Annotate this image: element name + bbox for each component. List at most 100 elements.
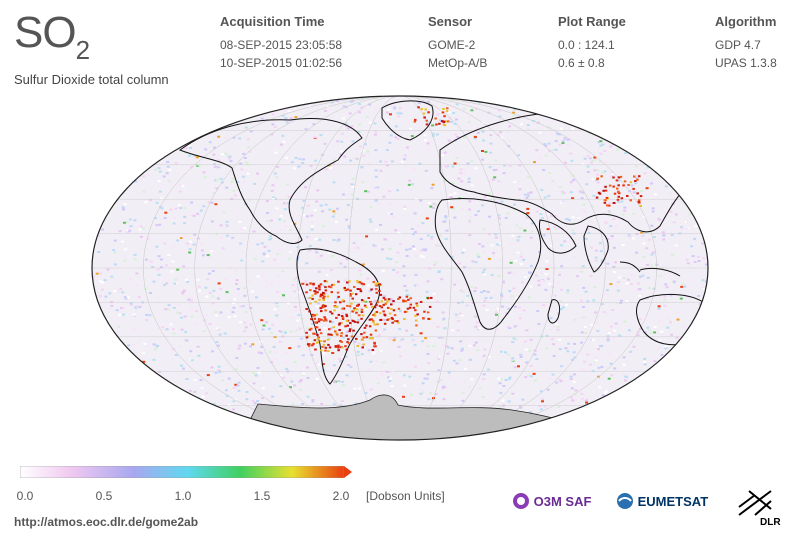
so2-pixel	[121, 422, 125, 425]
so2-hotspot-pixel	[355, 337, 358, 340]
so2-pixel	[408, 179, 412, 182]
so2-pixel	[339, 360, 343, 363]
so2-pixel	[515, 241, 519, 243]
so2-pixel	[140, 129, 144, 132]
so2-pixel	[517, 154, 521, 157]
so2-pixel	[647, 117, 651, 120]
so2-pixel	[110, 275, 114, 278]
so2-pixel	[586, 416, 590, 419]
so2-pixel	[642, 255, 646, 258]
so2-pixel	[130, 119, 134, 122]
so2-pixel	[361, 263, 365, 266]
so2-pixel	[136, 363, 140, 366]
so2-hotspot-pixel	[314, 321, 317, 324]
so2-hotspot-pixel	[358, 281, 362, 284]
so2-pixel	[138, 96, 142, 99]
so2-pixel	[658, 383, 662, 386]
so2-pixel	[241, 106, 244, 109]
colorbar-overflow-arrow	[344, 466, 352, 478]
so2-pixel	[473, 314, 477, 317]
so2-pixel	[673, 397, 677, 400]
so2-pixel	[470, 184, 474, 187]
so2-pixel	[140, 383, 144, 386]
so2-pixel	[578, 122, 581, 125]
so2-pixel	[361, 149, 365, 152]
so2-pixel	[495, 328, 499, 331]
so2-pixel	[498, 259, 502, 262]
so2-pixel	[220, 181, 224, 184]
so2-pixel	[707, 183, 708, 186]
so2-pixel	[180, 408, 184, 411]
product-url-link[interactable]: http://atmos.eoc.dlr.de/gome2ab	[14, 515, 199, 529]
so2-pixel	[613, 226, 617, 229]
so2-pixel	[566, 138, 570, 141]
so2-hotspot-pixel	[434, 117, 437, 120]
so2-pixel	[414, 255, 418, 258]
so2-pixel	[202, 205, 206, 208]
so2-pixel	[270, 133, 274, 136]
so2-pixel	[430, 187, 434, 190]
so2-pixel	[617, 107, 621, 110]
so2-pixel	[305, 215, 309, 218]
so2-pixel	[134, 180, 138, 183]
species-subscript: 2	[75, 35, 91, 65]
so2-pixel	[323, 142, 327, 145]
so2-pixel	[615, 285, 619, 288]
so2-hotspot-pixel	[349, 289, 352, 292]
so2-pixel	[701, 342, 704, 345]
so2-pixel	[211, 420, 215, 423]
so2-pixel	[626, 278, 630, 281]
so2-pixel	[628, 128, 632, 131]
so2-pixel	[484, 150, 488, 153]
so2-pixel	[382, 195, 386, 198]
so2-hotspot-pixel	[636, 178, 639, 181]
so2-pixel	[494, 159, 498, 162]
so2-pixel	[664, 283, 668, 286]
so2-hotspot-pixel	[321, 296, 325, 299]
so2-hotspot-pixel	[637, 200, 640, 203]
so2-hotspot-pixel	[325, 319, 328, 322]
so2-pixel	[174, 207, 178, 210]
so2-pixel	[516, 324, 520, 327]
so2-pixel	[430, 235, 434, 238]
so2-pixel	[572, 373, 576, 376]
so2-pixel	[135, 272, 139, 275]
so2-pixel	[674, 96, 678, 99]
so2-pixel	[284, 331, 287, 334]
so2-pixel	[295, 329, 299, 332]
so2-pixel	[388, 189, 392, 192]
so2-pixel	[141, 352, 145, 355]
so2-pixel	[301, 162, 305, 164]
so2-hotspot-pixel	[379, 293, 383, 296]
so2-pixel	[235, 357, 239, 360]
so2-hotspot-pixel	[339, 301, 342, 304]
so2-pixel	[412, 233, 416, 236]
so2-pixel	[547, 212, 551, 215]
so2-pixel	[602, 403, 606, 405]
so2-pixel	[109, 360, 113, 363]
so2-pixel	[187, 144, 191, 147]
so2-pixel	[632, 191, 636, 194]
so2-hotspot-pixel	[447, 120, 450, 123]
so2-pixel	[175, 311, 179, 314]
so2-pixel	[558, 273, 561, 276]
so2-pixel	[663, 117, 667, 119]
so2-pixel	[420, 388, 423, 391]
so2-pixel	[174, 354, 178, 356]
so2-pixel	[678, 113, 682, 116]
colorbar-tick: 2.0	[332, 489, 350, 503]
so2-pixel	[664, 345, 668, 348]
so2-pixel	[171, 245, 175, 248]
so2-pixel	[597, 141, 601, 144]
so2-pixel	[519, 170, 523, 173]
so2-pixel	[385, 370, 389, 373]
so2-hotspot-pixel	[639, 204, 642, 207]
so2-pixel	[664, 111, 668, 114]
so2-pixel	[451, 182, 455, 185]
so2-hotspot-pixel	[338, 322, 342, 325]
so2-pixel	[670, 397, 674, 400]
so2-pixel	[473, 137, 477, 140]
so2-pixel	[351, 140, 355, 143]
so2-pixel	[529, 338, 533, 341]
so2-pixel	[156, 433, 160, 436]
